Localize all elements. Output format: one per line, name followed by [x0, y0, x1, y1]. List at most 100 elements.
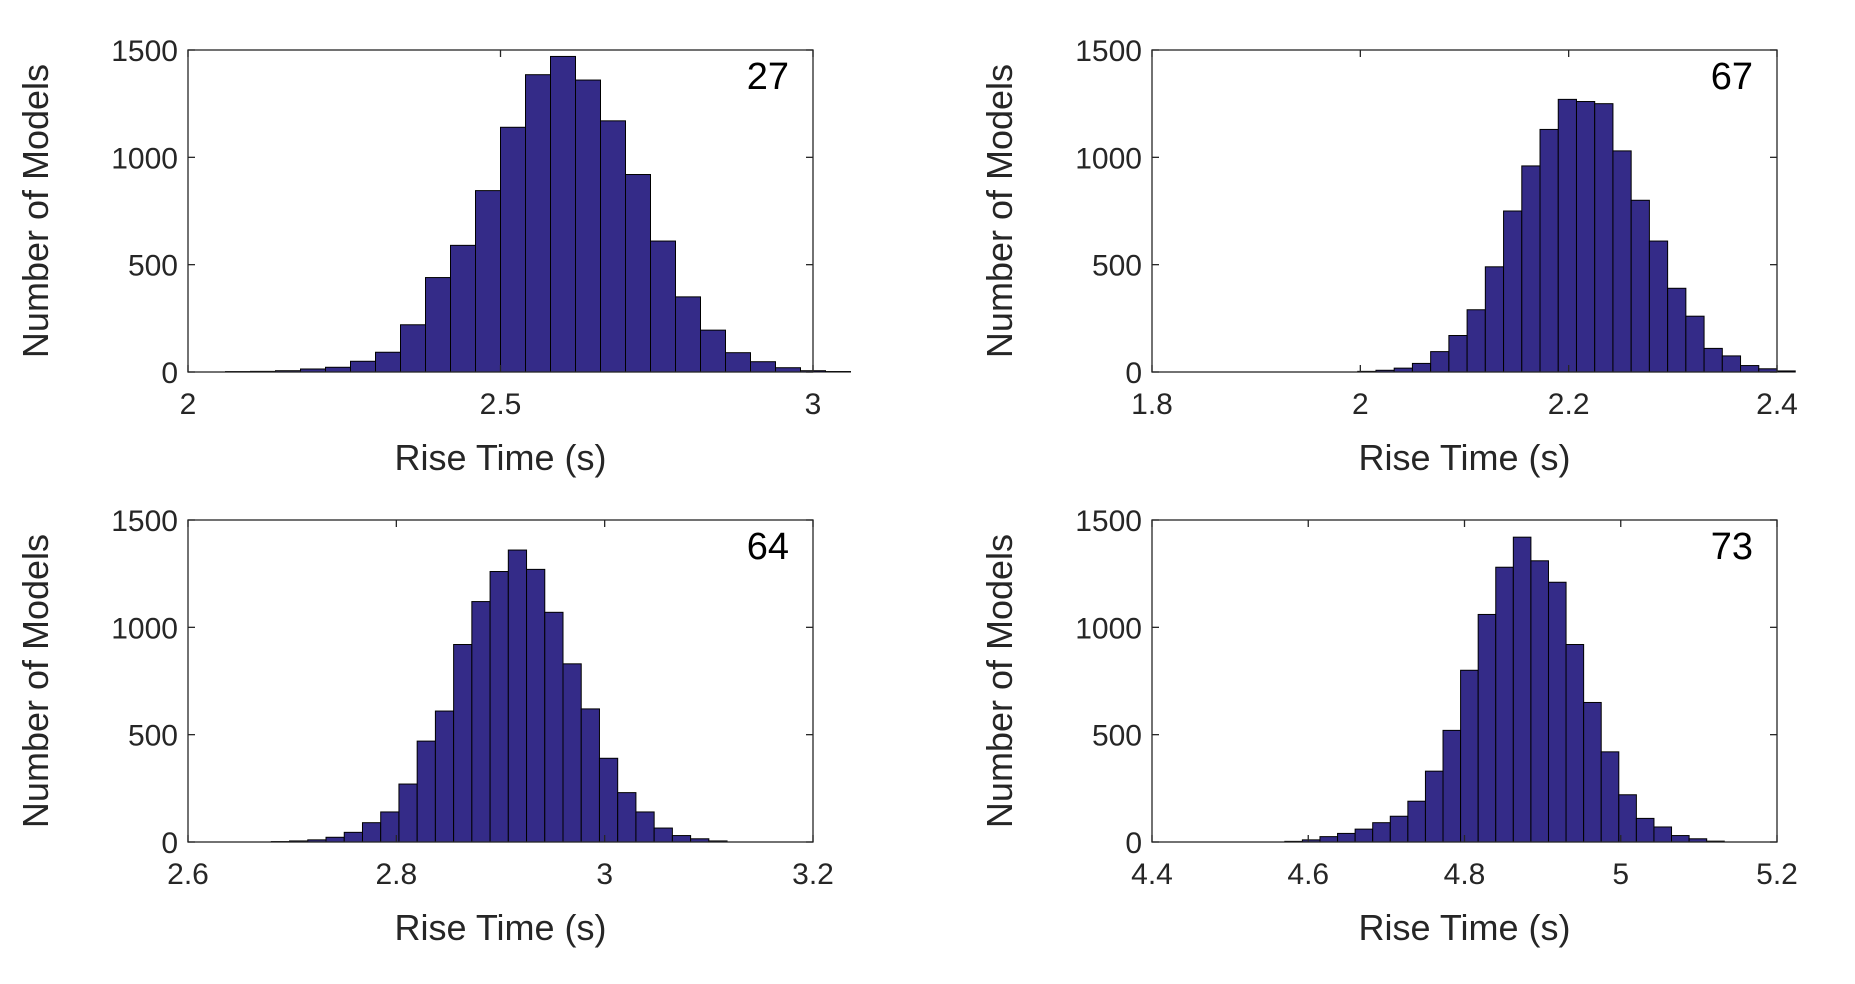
histogram-bar: [525, 74, 551, 373]
y-tick-label: 1500: [111, 35, 178, 68]
histogram-bar: [1648, 240, 1669, 373]
y-tick-label: 500: [128, 720, 178, 753]
x-tick-label: 2: [180, 388, 197, 421]
histogram-bar: [1612, 150, 1632, 373]
x-tick-label: 3.2: [792, 858, 834, 891]
histogram-bar: [1430, 351, 1450, 373]
histogram-bar: [1575, 101, 1596, 373]
histogram-bar: [1776, 370, 1796, 373]
x-tick-label: 4.4: [1131, 858, 1173, 891]
y-tick-label: 0: [161, 357, 178, 390]
histogram-bar: [600, 120, 626, 373]
histogram-bar: [617, 792, 637, 843]
histogram-bar: [1635, 817, 1655, 843]
x-tick-label: 2: [1352, 388, 1369, 421]
histogram-bar: [343, 831, 363, 843]
histogram-bar: [550, 55, 576, 373]
y-tick-label: 1500: [1075, 505, 1142, 538]
panel-label: 73: [1711, 526, 1753, 568]
x-tick-label: 2.6: [167, 858, 209, 891]
x-tick-label: 2.2: [1548, 388, 1590, 421]
y-tick-label: 500: [128, 250, 178, 283]
histogram-bar: [1407, 800, 1426, 843]
panel-label: 67: [1711, 56, 1753, 98]
histogram-bar: [671, 835, 692, 843]
histogram-bar: [1319, 836, 1339, 843]
histogram-bar: [1354, 828, 1374, 843]
histogram-bar: [425, 277, 451, 373]
histogram-bar: [1484, 266, 1505, 373]
histogram-bar: [526, 568, 546, 843]
panel-label: 27: [747, 56, 789, 98]
histogram-bar: [1477, 613, 1497, 843]
histogram-bar: [1372, 822, 1391, 843]
histogram-bar: [361, 822, 382, 843]
histogram-bar: [1671, 835, 1690, 843]
x-tick-label: 1.8: [1131, 388, 1173, 421]
y-tick-label: 1500: [1075, 35, 1142, 68]
histogram-bar: [1466, 309, 1486, 373]
histogram-bar: [1424, 770, 1444, 843]
histogram-panel-3: 2.6 2.8 3 3.2 0 500 1000 1500 Rise Time (s) Numbe…: [15, 505, 834, 948]
histogram-bar: [1512, 536, 1532, 843]
histogram-bar: [1539, 128, 1559, 373]
histogram-bar: [500, 126, 526, 373]
histogram-bar: [1389, 815, 1409, 843]
histogram-panel-2: 1.8 2 2.2 2.4 0 500 1000 1500 Rise Time (s) Numbe…: [979, 35, 1798, 478]
histogram-bar: [635, 811, 655, 843]
histogram-bar: [471, 601, 491, 843]
histogram-bar: [450, 244, 476, 373]
histogram-bar: [398, 783, 418, 843]
histogram-bar: [650, 240, 676, 373]
histogram-bar: [750, 361, 776, 373]
histogram-bar: [1594, 103, 1614, 373]
histogram-bar: [434, 710, 455, 843]
x-tick-label: 5.2: [1756, 858, 1798, 891]
histogram-bar: [544, 611, 564, 843]
histogram-bar: [1600, 751, 1620, 843]
histogram-bar: [700, 329, 726, 373]
y-axis-label: Number of Models: [979, 534, 1020, 828]
histogram-bar: [1618, 794, 1637, 843]
histogram-bar: [1448, 335, 1468, 373]
histogram-bar: [1521, 165, 1541, 373]
histogram-bar: [1460, 669, 1479, 843]
histogram-bar: [675, 296, 701, 373]
histogram-bar: [575, 79, 601, 373]
y-tick-label: 0: [1125, 357, 1142, 390]
y-axis-label: Number of Models: [979, 64, 1020, 358]
axes-box: [1151, 49, 1778, 373]
x-tick-label: 4.6: [1287, 858, 1329, 891]
x-axis-label: Rise Time (s): [394, 907, 606, 948]
panel-label: 64: [747, 526, 789, 568]
histogram-bar: [507, 549, 528, 843]
histogram-bar: [1411, 362, 1432, 373]
histogram-bar: [1583, 701, 1602, 843]
x-tick-label: 2.4: [1756, 388, 1798, 421]
histogram-bar: [1740, 365, 1760, 373]
histogram-bar: [416, 740, 436, 843]
histogram-bar: [653, 827, 673, 843]
y-tick-label: 1000: [1075, 142, 1142, 175]
histogram-bar: [375, 351, 401, 373]
y-tick-label: 500: [1092, 250, 1142, 283]
histogram-bar: [1703, 347, 1723, 373]
y-tick-label: 1500: [111, 505, 178, 538]
histogram-bar: [325, 836, 345, 843]
axes-box: [187, 519, 814, 843]
histogram-bar: [1557, 98, 1577, 373]
x-axis-label: Rise Time (s): [394, 437, 606, 478]
histogram-bar: [1667, 287, 1687, 373]
histogram-bar: [1653, 826, 1673, 843]
histogram-bar: [350, 360, 376, 373]
y-tick-label: 1000: [111, 612, 178, 645]
histogram-bar: [1630, 199, 1650, 373]
histogram-bar: [580, 708, 600, 843]
histogram-bar: [1337, 832, 1356, 843]
x-axis-label: Rise Time (s): [1358, 437, 1570, 478]
histogram-bar: [489, 571, 509, 843]
histogram-bar: [725, 352, 751, 373]
histogram-bar: [325, 366, 351, 373]
y-tick-label: 500: [1092, 720, 1142, 753]
